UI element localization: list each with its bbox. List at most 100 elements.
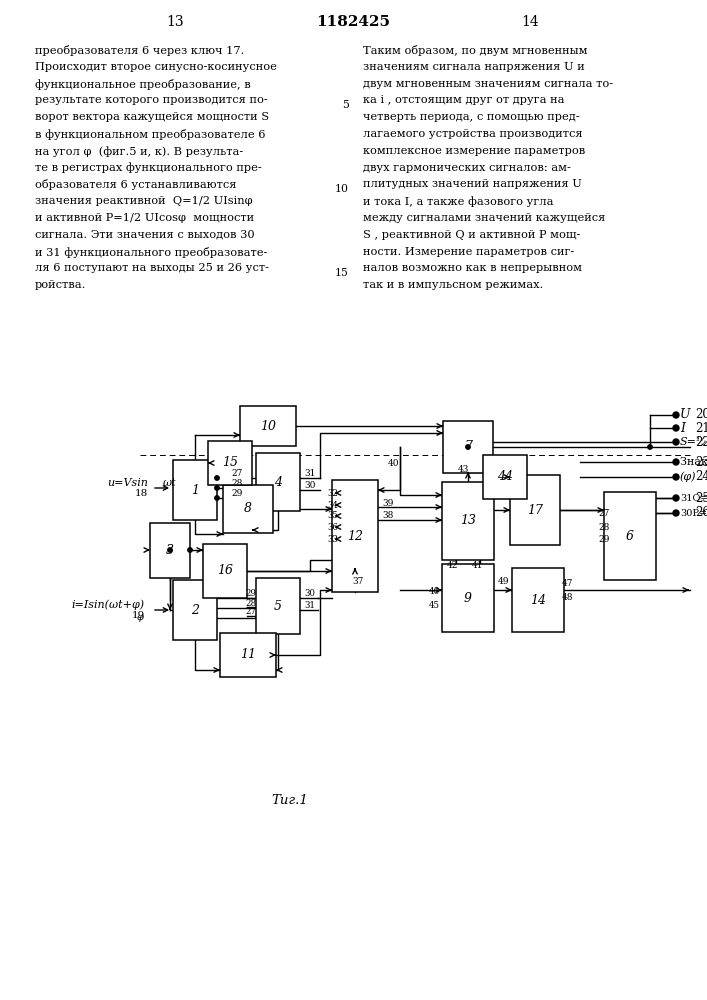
Text: 12: 12 — [347, 530, 363, 542]
Text: 36: 36 — [327, 522, 339, 532]
Text: 29: 29 — [245, 589, 257, 598]
Text: между сигналами значений кажущейся: между сигналами значений кажущейся — [363, 213, 605, 223]
Text: 38: 38 — [382, 512, 394, 520]
Text: 27: 27 — [598, 510, 609, 518]
Text: 27: 27 — [245, 607, 257, 616]
Text: 15: 15 — [335, 268, 349, 278]
Bar — [223, 485, 273, 533]
Bar — [203, 544, 247, 598]
Bar — [512, 568, 564, 632]
Text: 44: 44 — [497, 471, 513, 484]
Text: u=Vsin: u=Vsin — [107, 478, 148, 488]
Text: 32: 32 — [327, 488, 339, 497]
Text: 9: 9 — [464, 591, 472, 604]
Circle shape — [648, 445, 652, 449]
Text: значениям сигнала напряжения U и: значениям сигнала напряжения U и — [363, 62, 585, 72]
Text: плитудных значений напряжения U: плитудных значений напряжения U — [363, 179, 582, 189]
Bar — [604, 492, 656, 580]
Text: 39: 39 — [382, 498, 394, 508]
Text: 45: 45 — [429, 600, 440, 609]
Text: ворот вектора кажущейся мощности S: ворот вектора кажущейся мощности S — [35, 112, 269, 122]
Circle shape — [673, 439, 679, 445]
Text: 48: 48 — [562, 592, 574, 601]
Bar — [220, 633, 276, 677]
Text: 26: 26 — [695, 506, 707, 520]
Text: 24: 24 — [695, 471, 707, 484]
Bar — [483, 455, 527, 499]
Circle shape — [673, 495, 679, 501]
Text: 16: 16 — [217, 564, 233, 578]
Text: 25: 25 — [695, 491, 707, 504]
Text: 49: 49 — [497, 578, 509, 586]
Text: 42: 42 — [446, 560, 457, 570]
Text: 13: 13 — [166, 15, 184, 29]
Text: 17: 17 — [527, 504, 543, 516]
Text: 30P=½UIcosφ: 30P=½UIcosφ — [680, 508, 707, 518]
Text: те в регистрах функционального пре-: те в регистрах функционального пре- — [35, 163, 262, 173]
Circle shape — [215, 496, 219, 500]
Text: 10: 10 — [335, 184, 349, 194]
Text: 10: 10 — [260, 420, 276, 432]
Text: 11: 11 — [240, 648, 256, 662]
Text: 7: 7 — [464, 440, 472, 454]
Text: комплексное измерение параметров: комплексное измерение параметров — [363, 146, 585, 156]
Text: функциональное преобразование, в: функциональное преобразование, в — [35, 79, 251, 90]
Text: 21: 21 — [695, 422, 707, 434]
Text: U: U — [680, 408, 691, 422]
Text: 31: 31 — [304, 470, 316, 479]
Text: 8: 8 — [244, 502, 252, 516]
Text: 28: 28 — [598, 522, 609, 532]
Text: Таким образом, по двум мгновенным: Таким образом, по двум мгновенным — [363, 45, 588, 56]
Text: 46: 46 — [429, 587, 440, 596]
Text: значения реактивной  Q=1/2 UIsinφ: значения реактивной Q=1/2 UIsinφ — [35, 196, 252, 206]
Bar — [150, 522, 190, 578]
Bar — [442, 564, 494, 632]
Text: Знак φ: Знак φ — [680, 457, 707, 467]
Text: 18: 18 — [135, 488, 148, 497]
Text: (φ): (φ) — [680, 472, 696, 482]
Text: двух гармонических сигналов: ам-: двух гармонических сигналов: ам- — [363, 163, 571, 173]
Text: 47: 47 — [562, 578, 574, 587]
Text: 28: 28 — [231, 480, 243, 488]
Text: 30: 30 — [304, 482, 316, 490]
Circle shape — [466, 445, 470, 449]
Bar — [256, 578, 300, 634]
Circle shape — [673, 474, 679, 480]
Text: в функциональном преобразователе 6: в функциональном преобразователе 6 — [35, 129, 266, 140]
Circle shape — [673, 412, 679, 418]
Text: 40: 40 — [388, 458, 399, 468]
Text: 15: 15 — [222, 456, 238, 470]
Text: образователя 6 устанавливаются: образователя 6 устанавливаются — [35, 179, 237, 190]
Text: i=Isin(ωt+φ): i=Isin(ωt+φ) — [72, 600, 145, 610]
Text: ности. Измерение параметров сиг-: ности. Измерение параметров сиг- — [363, 247, 574, 257]
Bar — [443, 421, 493, 473]
Text: 6: 6 — [626, 530, 634, 542]
Text: Τиг.1: Τиг.1 — [271, 794, 308, 806]
Text: четверть периода, с помощью пред-: четверть периода, с помощью пред- — [363, 112, 580, 122]
Text: 29: 29 — [598, 536, 609, 544]
Circle shape — [168, 548, 173, 552]
Text: 5: 5 — [342, 100, 349, 110]
Text: 14: 14 — [530, 593, 546, 606]
Text: 13: 13 — [460, 514, 476, 528]
Bar — [208, 441, 252, 485]
Text: 19: 19 — [132, 611, 145, 620]
Circle shape — [673, 425, 679, 431]
Text: 37: 37 — [352, 578, 363, 586]
Text: 22: 22 — [695, 436, 707, 448]
Bar — [332, 480, 378, 592]
Text: 43: 43 — [457, 464, 469, 474]
Text: I: I — [680, 422, 685, 434]
Text: лагаемого устройства производится: лагаемого устройства производится — [363, 129, 583, 139]
Text: результате которого производится по-: результате которого производится по- — [35, 95, 268, 105]
Text: 28: 28 — [245, 598, 257, 607]
Circle shape — [215, 476, 219, 480]
Text: 33: 33 — [327, 534, 339, 544]
Text: 3: 3 — [166, 544, 174, 556]
Text: и активной P=1/2 UIcosφ  мощности: и активной P=1/2 UIcosφ мощности — [35, 213, 254, 223]
Text: 31Q=½UIsinφ: 31Q=½UIsinφ — [680, 493, 707, 503]
Text: и 31 функционального преобразовате-: и 31 функционального преобразовате- — [35, 247, 267, 258]
Bar — [442, 482, 494, 560]
Text: φ: φ — [136, 613, 144, 622]
Text: 31: 31 — [305, 601, 315, 610]
